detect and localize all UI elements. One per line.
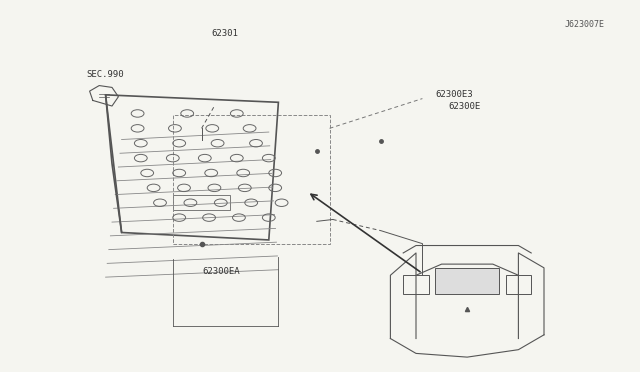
Bar — [435, 268, 499, 294]
Bar — [403, 275, 429, 294]
Bar — [173, 195, 230, 210]
Text: 62300E3: 62300E3 — [435, 90, 473, 99]
Bar — [173, 115, 330, 244]
Text: SEC.990: SEC.990 — [87, 70, 124, 79]
Text: 62300E: 62300E — [448, 102, 480, 110]
Text: J623007E: J623007E — [564, 20, 605, 29]
Text: 62301: 62301 — [212, 29, 239, 38]
Bar — [506, 275, 531, 294]
Text: 62300EA: 62300EA — [202, 267, 239, 276]
